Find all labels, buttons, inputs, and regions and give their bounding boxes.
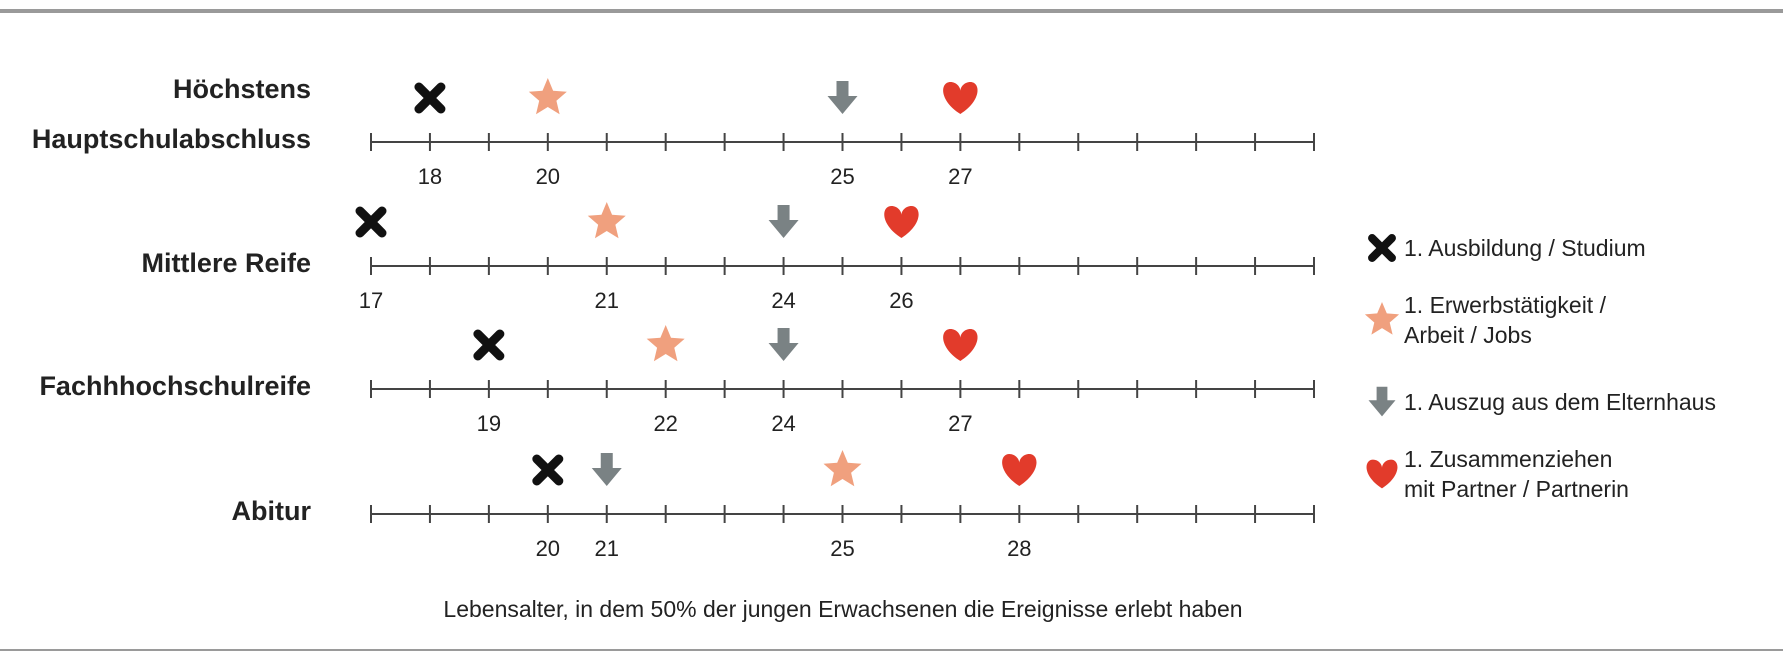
value-label: 28 (1007, 536, 1031, 561)
event-marker (591, 453, 622, 486)
value-label: 25 (830, 536, 854, 561)
event-marker (1002, 454, 1037, 486)
event-marker (823, 450, 862, 487)
event-marker (528, 78, 567, 115)
value-label: 21 (595, 536, 619, 561)
value-label: 17 (359, 288, 383, 313)
value-label: 22 (653, 411, 677, 436)
x-axis-label: Lebensalter, in dem 50% der jungen Erwac… (443, 596, 1242, 622)
value-label: 26 (889, 288, 913, 313)
value-label: 19 (477, 411, 501, 436)
event-marker (587, 202, 626, 239)
legend-marker (1368, 386, 1396, 417)
value-label: 24 (771, 411, 795, 436)
value-label: 20 (536, 164, 560, 189)
value-label: 27 (948, 164, 972, 189)
legend-marker (1366, 459, 1398, 489)
value-label: 18 (418, 164, 442, 189)
legend-label: 1. Zusammenziehen mit Partner / Partneri… (1404, 446, 1629, 502)
value-label: 20 (536, 536, 560, 561)
legend-label: 1. Ausbildung / Studium (1404, 235, 1646, 261)
legend-marker (1368, 234, 1396, 262)
legend-marker (1364, 302, 1400, 335)
row-label: Abitur (231, 496, 311, 526)
event-marker (827, 81, 858, 114)
row-label: Höchstens Hauptschulabschluss (31, 74, 311, 154)
event-marker (943, 82, 978, 114)
legend-label: 1. Auszug aus dem Elternhaus (1404, 389, 1716, 415)
row-label: Mittlere Reife (141, 248, 311, 278)
row-label: Fachhhochschulreife (39, 371, 311, 401)
event-marker (943, 329, 978, 361)
value-label: 27 (948, 411, 972, 436)
event-marker (414, 82, 446, 114)
event-marker (768, 205, 799, 238)
event-marker (532, 454, 564, 486)
event-marker (646, 325, 685, 362)
event-marker (355, 206, 387, 238)
legend-label: 1. Erwerbstätigkeit / Arbeit / Jobs (1404, 292, 1606, 348)
event-marker (768, 328, 799, 361)
value-label: 21 (595, 288, 619, 313)
value-label: 25 (830, 164, 854, 189)
event-marker (473, 329, 505, 361)
value-label: 24 (771, 288, 795, 313)
event-marker (884, 206, 919, 238)
